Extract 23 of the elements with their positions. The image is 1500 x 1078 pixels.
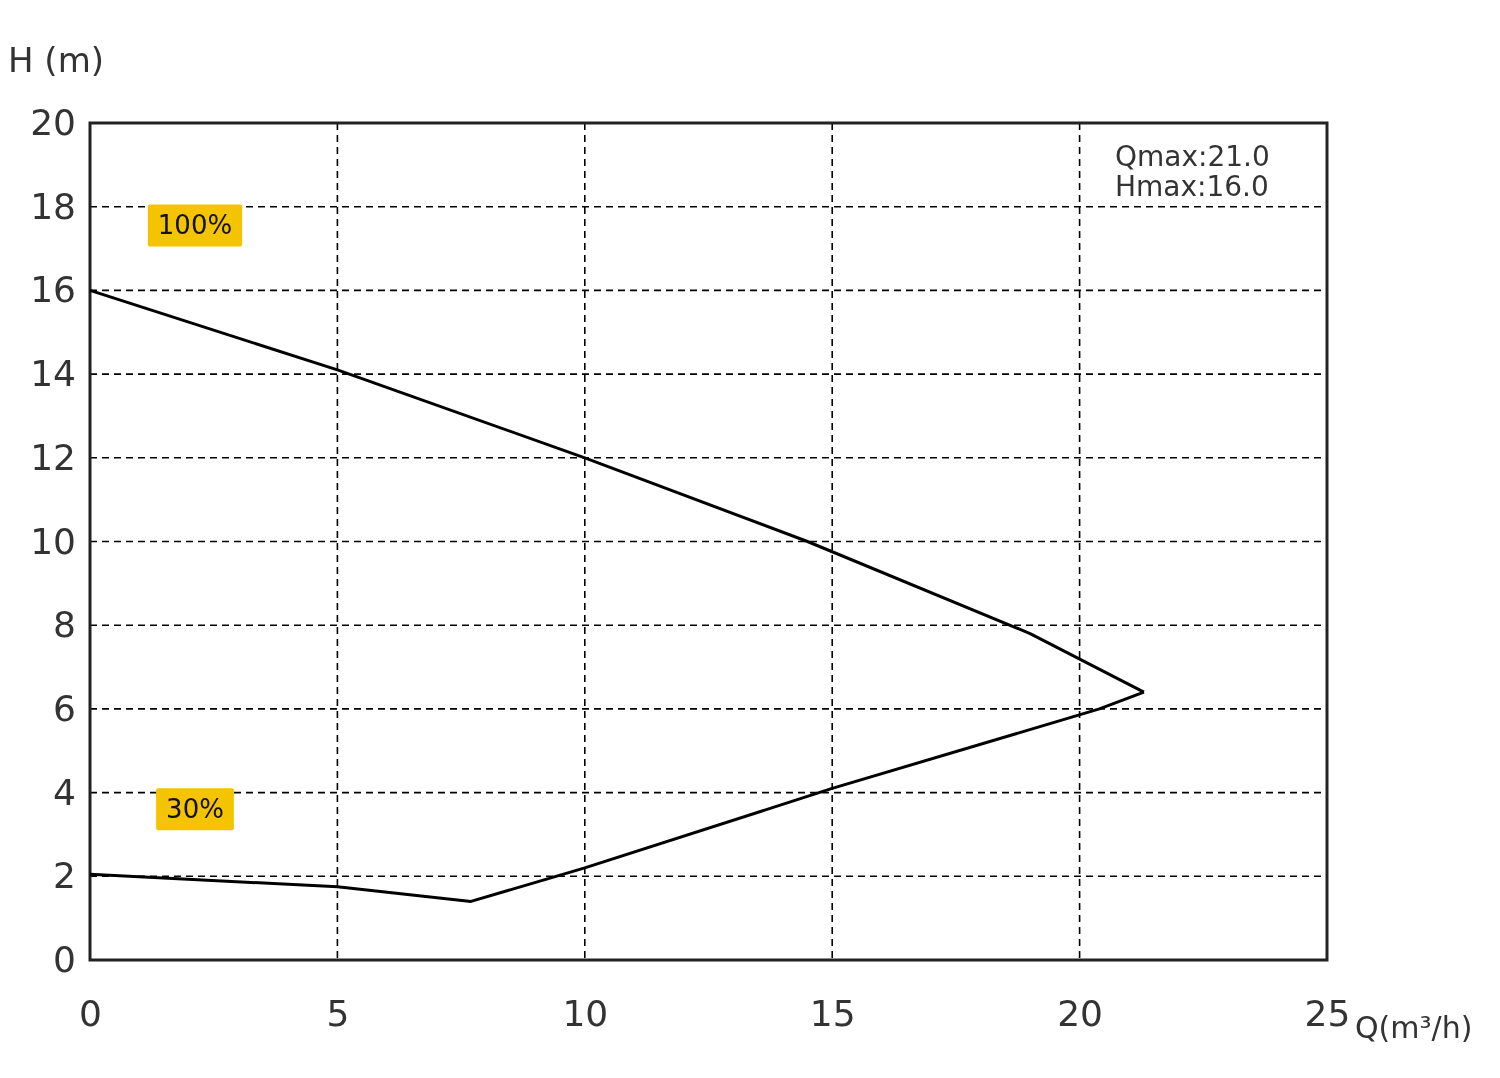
y-tick-label: 0 — [53, 939, 76, 981]
y-tick-label: 18 — [30, 185, 76, 227]
y-tick-label: 12 — [30, 436, 76, 478]
x-tick-label: 5 — [326, 992, 350, 1034]
x-axis-title: Q(m³/h) — [1355, 1010, 1473, 1045]
y-tick-label: 2 — [53, 855, 76, 897]
x-tick-label: 0 — [79, 992, 102, 1034]
text: 100% — [157, 210, 233, 241]
text: 30% — [166, 794, 224, 825]
y-tick-label: 16 — [30, 269, 76, 311]
y-tick-label: 14 — [30, 353, 76, 395]
y-tick-label: 4 — [53, 771, 76, 813]
y-tick-label: 20 — [30, 102, 76, 144]
annotation: Hmax:16.0 — [1115, 170, 1269, 203]
x-tick-label: 20 — [1057, 992, 1104, 1034]
x-tick-label: 15 — [809, 992, 856, 1034]
annotation: Qmax:21.0 — [1115, 140, 1270, 173]
x-tick-label: 10 — [562, 992, 609, 1034]
x-tick-label: 25 — [1304, 992, 1351, 1034]
y-tick-label: 8 — [53, 604, 76, 646]
y-axis-title: H (m) — [8, 40, 105, 80]
y-tick-label: 6 — [53, 687, 76, 729]
y-tick-label: 10 — [30, 520, 76, 562]
